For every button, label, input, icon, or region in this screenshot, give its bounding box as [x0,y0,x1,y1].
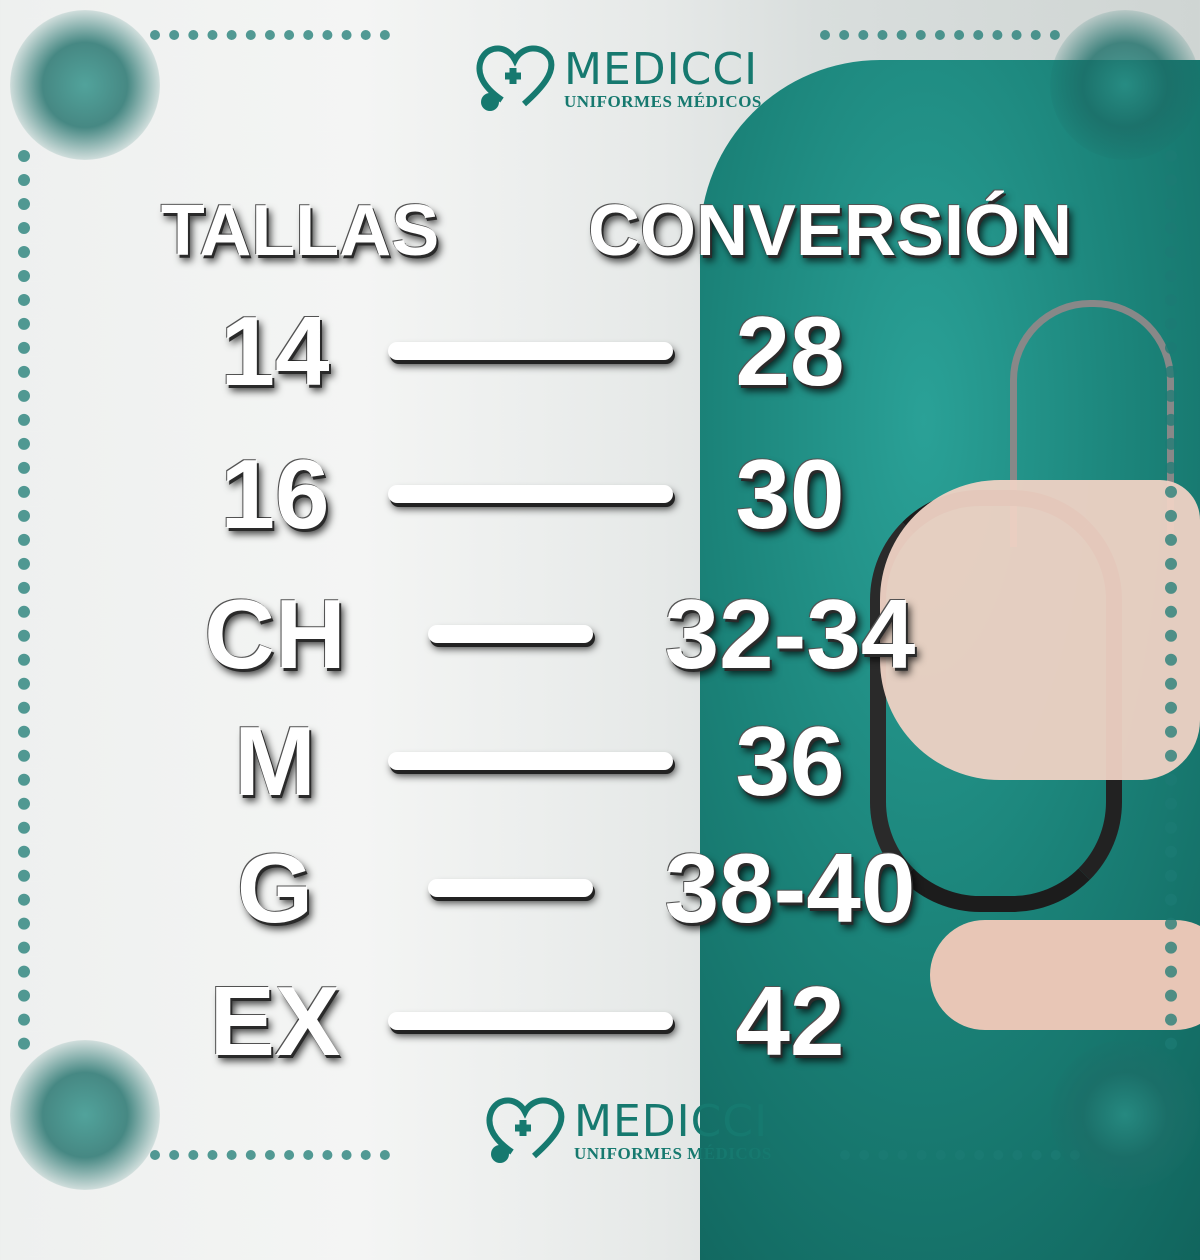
size-label: CH [204,579,346,689]
size-row: 16 30 [0,438,1200,549]
ornament-top-right [820,30,1060,40]
brand-name: MEDICCI [574,1096,769,1147]
size-row: CH 32-34 [0,578,1200,689]
ornament-corner [1050,1040,1200,1190]
connector-line [428,879,593,897]
size-label: 14 [220,296,330,406]
size-conversion: 32-34 [664,579,916,689]
ornament-right [1165,150,1177,1050]
size-conversion: 36 [735,706,845,816]
size-conversion: 42 [735,966,845,1076]
ornament-corner [10,1040,160,1190]
ornament-corner [1050,10,1200,160]
header-tallas: TALLAS [160,191,440,271]
connector-line [388,1012,673,1030]
hand [880,480,1200,780]
size-row: M 36 [0,705,1200,816]
heart-stethoscope-icon [486,1097,565,1163]
brand-tagline: UNIFORMES MÉDICOS [564,92,762,111]
heart-stethoscope-icon [476,45,555,111]
size-row: 14 28 [0,295,1200,406]
connector-line [428,625,593,643]
connector-line [388,342,673,360]
size-label: 16 [220,439,330,549]
size-row: G 38-40 [0,832,1200,943]
logo-bottom: MEDICCI UNIFORMES MÉDICOS [482,1092,772,1172]
size-label: EX [209,966,341,1076]
brand-tagline: UNIFORMES MÉDICOS [574,1144,772,1163]
size-row: EX 42 [0,965,1200,1076]
ornament-bottom-left [150,1150,390,1160]
size-label: M [234,706,316,816]
header-conversion: CONVERSIÓN [587,191,1073,271]
ornament-left [18,150,30,1050]
size-conversion: 38-40 [664,833,916,943]
brand-name: MEDICCI [564,44,759,95]
size-conversion: 30 [735,439,845,549]
connector-line [388,485,673,503]
logo-top: MEDICCI UNIFORMES MÉDICOS [472,40,762,120]
ornament-top-left [150,30,390,40]
ornament-bottom-right [840,1150,1080,1160]
size-label: G [236,833,314,943]
connector-line [388,752,673,770]
arm [930,920,1200,1030]
size-conversion: 28 [735,296,845,406]
ornament-corner [10,10,160,160]
